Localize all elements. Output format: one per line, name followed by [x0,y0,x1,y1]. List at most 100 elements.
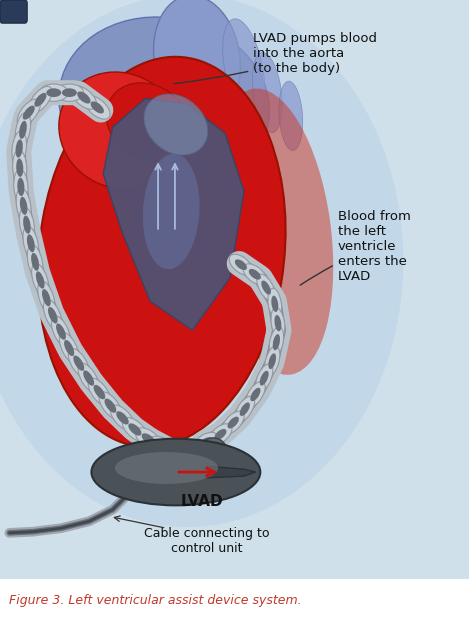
Ellipse shape [129,423,142,436]
Ellipse shape [17,178,24,196]
Ellipse shape [52,316,70,348]
Polygon shape [206,467,256,478]
Text: LVAD: LVAD [181,493,223,509]
Ellipse shape [268,353,276,369]
Ellipse shape [194,438,228,477]
Ellipse shape [142,433,155,445]
Ellipse shape [199,437,212,447]
Ellipse shape [73,355,84,371]
Ellipse shape [271,308,285,339]
Ellipse shape [209,424,232,445]
Ellipse shape [64,340,74,356]
Ellipse shape [88,378,111,406]
FancyBboxPatch shape [0,0,469,582]
Ellipse shape [115,452,218,484]
Text: Cable connecting to
control unit: Cable connecting to control unit [144,527,269,555]
Ellipse shape [252,52,282,132]
Ellipse shape [273,334,280,350]
Ellipse shape [29,86,52,113]
Ellipse shape [110,405,135,431]
Ellipse shape [122,417,148,442]
Ellipse shape [143,154,199,269]
Ellipse shape [42,289,51,307]
Ellipse shape [269,327,284,358]
Ellipse shape [83,371,94,386]
Ellipse shape [23,216,30,234]
Ellipse shape [156,442,170,452]
Ellipse shape [250,388,260,401]
Ellipse shape [235,396,255,422]
Ellipse shape [13,150,27,185]
Ellipse shape [227,417,239,429]
Ellipse shape [31,264,49,296]
Text: LVAD pumps blood
into the aorta
(to the body): LVAD pumps blood into the aorta (to the … [174,32,377,84]
Ellipse shape [39,84,68,101]
Ellipse shape [34,93,46,107]
Ellipse shape [59,72,180,189]
Ellipse shape [106,83,189,161]
Ellipse shape [256,364,273,392]
Ellipse shape [194,433,218,452]
Ellipse shape [12,131,26,166]
Text: Figure 3. Left ventricular assist device system.: Figure 3. Left ventricular assist device… [9,594,302,607]
Ellipse shape [199,445,221,470]
Ellipse shape [27,234,35,252]
Ellipse shape [77,92,91,104]
Ellipse shape [257,274,275,301]
Ellipse shape [44,300,62,331]
Ellipse shape [20,196,27,215]
Ellipse shape [16,159,23,177]
Ellipse shape [271,296,278,312]
Ellipse shape [229,254,252,275]
Ellipse shape [59,17,270,191]
Ellipse shape [91,439,260,506]
Ellipse shape [62,88,77,97]
Text: Blood from
the left
ventricle
enters the
LVAD: Blood from the left ventricle enters the… [300,210,410,285]
Ellipse shape [56,323,66,340]
Ellipse shape [265,346,280,376]
Ellipse shape [23,226,38,260]
Polygon shape [103,99,244,330]
Ellipse shape [149,436,176,458]
Ellipse shape [279,81,303,150]
Ellipse shape [68,348,90,378]
Ellipse shape [14,170,28,205]
Ellipse shape [48,307,58,323]
Ellipse shape [55,84,83,101]
Ellipse shape [38,57,286,447]
Ellipse shape [116,412,129,424]
Ellipse shape [274,315,281,332]
Ellipse shape [0,0,403,527]
Ellipse shape [153,0,241,120]
Ellipse shape [15,140,23,157]
Ellipse shape [91,101,104,113]
Ellipse shape [235,259,247,270]
Ellipse shape [93,385,105,399]
Ellipse shape [17,99,40,126]
Ellipse shape [38,281,55,314]
Ellipse shape [16,188,31,223]
Ellipse shape [71,86,97,109]
Ellipse shape [128,442,158,476]
Ellipse shape [78,364,99,393]
Ellipse shape [99,392,122,419]
Ellipse shape [136,428,161,451]
Ellipse shape [23,106,35,120]
Ellipse shape [261,280,271,294]
Ellipse shape [211,88,333,375]
Ellipse shape [249,269,261,280]
Ellipse shape [223,19,265,120]
Ellipse shape [243,264,266,285]
Ellipse shape [260,371,269,385]
Ellipse shape [19,121,27,139]
Ellipse shape [222,411,244,434]
Ellipse shape [27,244,43,279]
Ellipse shape [46,88,61,97]
Ellipse shape [31,253,39,271]
Ellipse shape [144,94,208,155]
Ellipse shape [36,271,45,289]
Ellipse shape [105,399,116,413]
Ellipse shape [84,95,110,119]
FancyBboxPatch shape [0,0,27,23]
Ellipse shape [19,207,34,242]
